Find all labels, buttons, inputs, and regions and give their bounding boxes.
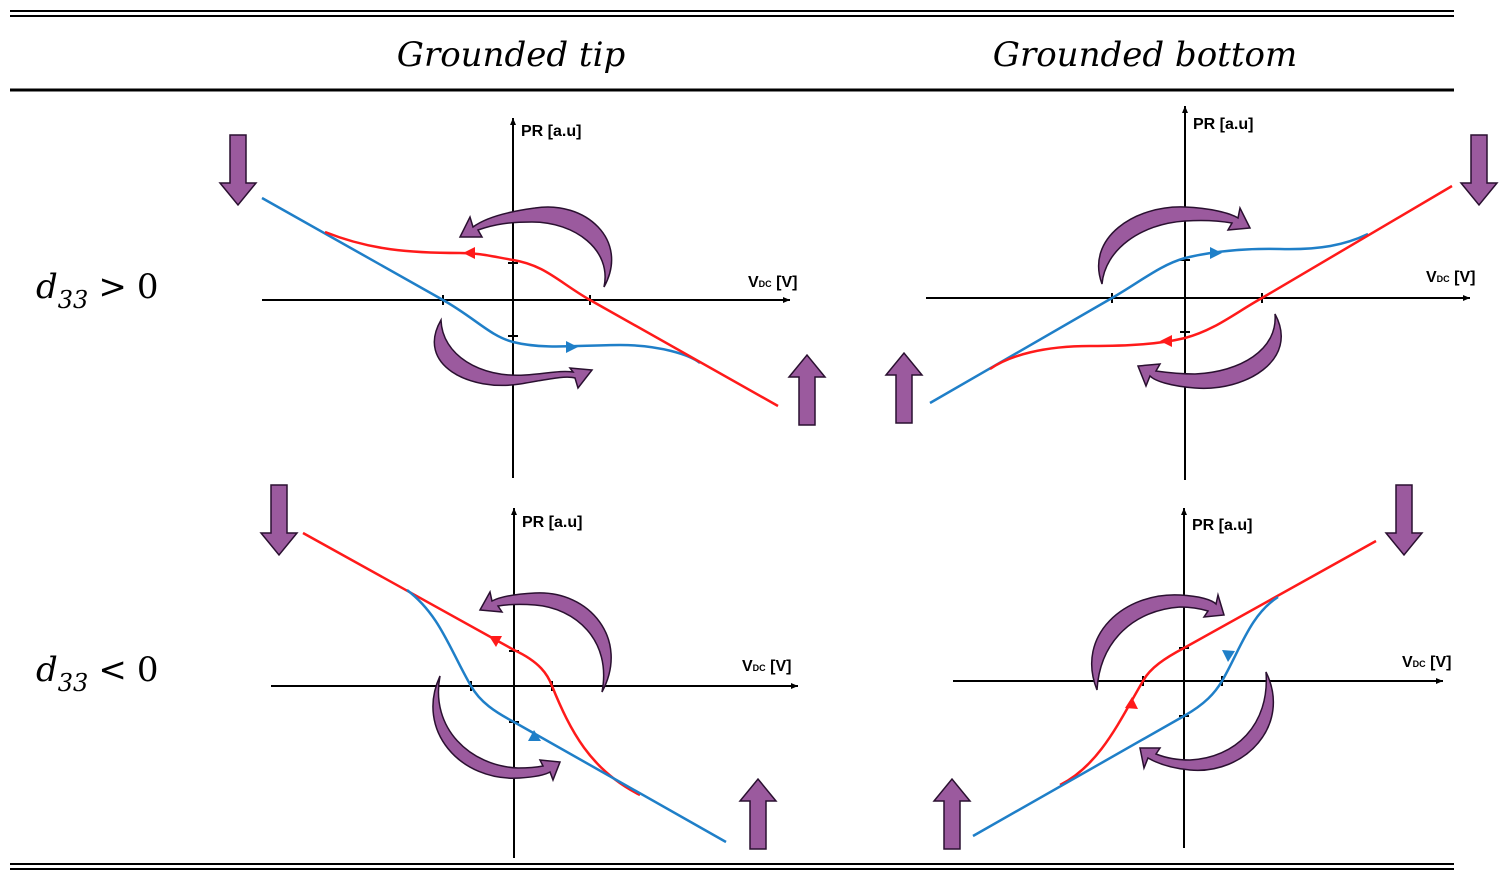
blue-branch xyxy=(261,196,701,365)
curved-switch-arrow-top-icon xyxy=(458,206,613,288)
curved-switch-arrow-top-icon xyxy=(1097,205,1252,285)
blue-direction-arrowhead xyxy=(1222,650,1235,662)
big-up-arrow-icon xyxy=(738,777,778,850)
row-op: > xyxy=(98,267,127,307)
big-up-arrow-icon xyxy=(932,777,972,850)
big-down-arrow-icon xyxy=(1459,134,1499,207)
blue-branch xyxy=(406,589,727,844)
red-branch xyxy=(989,184,1453,371)
row-var: d xyxy=(36,267,58,307)
panel-grounded-tip-d33-negative: PR [a.u] VDC [V] xyxy=(259,484,798,858)
row-op: < xyxy=(98,650,127,690)
curved-switch-arrow-top-icon xyxy=(478,589,612,693)
curved-switch-arrow-bottom-icon xyxy=(432,675,562,783)
x-axis-label: VDC [V] xyxy=(1426,269,1475,286)
blue-branch xyxy=(972,595,1279,838)
y-axis-label: PR [a.u] xyxy=(1193,116,1253,133)
blue-direction-arrowhead xyxy=(566,341,578,353)
y-axis-label: PR [a.u] xyxy=(522,514,582,531)
red-direction-arrowhead xyxy=(489,636,502,647)
panel-grounded-tip-d33-positive: PR [a.u] VDC [V] xyxy=(218,118,827,478)
row-header-d33-negative: d33 <0 xyxy=(36,650,158,697)
row-var: d xyxy=(36,650,58,690)
table-rules xyxy=(10,10,1454,870)
panel-grounded-bottom-d33-positive: PR [a.u] VDC [V] xyxy=(884,106,1499,480)
panel-grounded-bottom-d33-negative: PR [a.u] VDC [V] xyxy=(932,484,1451,850)
red-direction-arrowhead xyxy=(1160,335,1172,347)
row-val: 0 xyxy=(137,650,159,690)
column-header-grounded-bottom: Grounded bottom xyxy=(993,35,1297,75)
y-axis-label: PR [a.u] xyxy=(1192,517,1252,534)
row-header-d33-positive: d33 >0 xyxy=(36,267,158,314)
row-sub: 33 xyxy=(58,669,89,697)
row-sub: 33 xyxy=(58,286,89,314)
red-branch xyxy=(324,230,779,408)
big-down-arrow-icon xyxy=(259,484,299,557)
blue-direction-arrowhead xyxy=(528,730,541,741)
curved-switch-arrow-bottom-icon xyxy=(1136,313,1282,390)
x-axis-label: VDC [V] xyxy=(748,274,797,291)
x-axis-label: VDC [V] xyxy=(1402,654,1451,671)
red-branch xyxy=(1059,539,1377,787)
big-down-arrow-icon xyxy=(1384,484,1424,557)
axis-ticks xyxy=(1111,259,1263,333)
row-val: 0 xyxy=(137,267,159,307)
column-header-grounded-tip: Grounded tip xyxy=(397,35,625,75)
curved-switch-arrow-top-icon xyxy=(1091,592,1225,691)
red-direction-arrowhead xyxy=(463,247,475,259)
red-branch xyxy=(302,531,641,797)
x-axis-label: VDC [V] xyxy=(742,658,791,675)
red-direction-arrowhead xyxy=(1125,697,1138,709)
big-up-arrow-icon xyxy=(787,353,827,426)
curved-switch-arrow-bottom-icon xyxy=(433,317,594,390)
blue-branch xyxy=(929,232,1369,405)
big-up-arrow-icon xyxy=(884,351,924,424)
y-axis-label: PR [a.u] xyxy=(521,123,581,140)
big-down-arrow-icon xyxy=(218,134,258,207)
curved-switch-arrow-bottom-icon xyxy=(1139,671,1275,771)
blue-direction-arrowhead xyxy=(1210,247,1222,259)
